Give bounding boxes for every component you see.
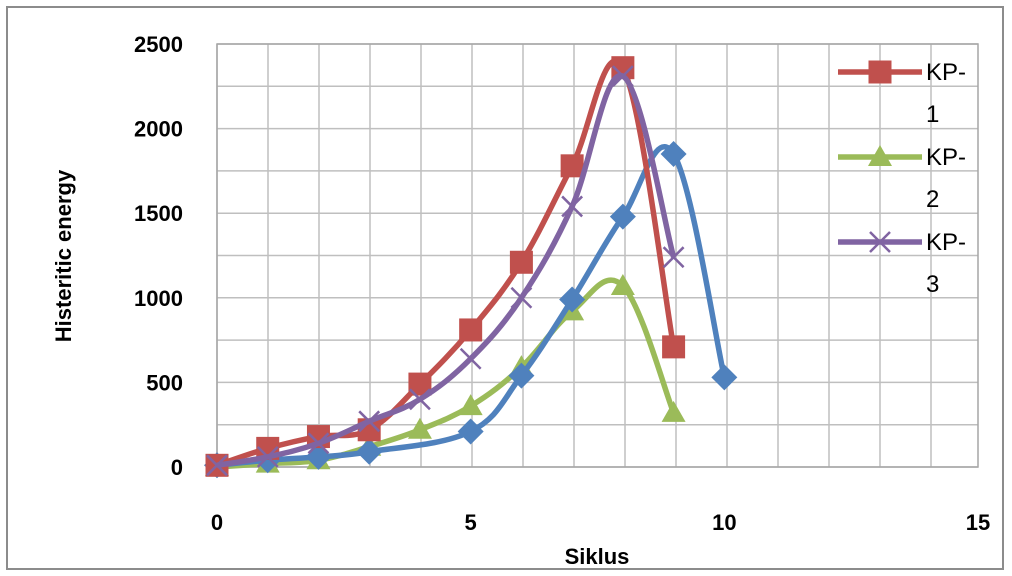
legend-label: KP- <box>926 229 966 256</box>
legend-entry: KP- 2 <box>838 144 966 213</box>
data-point <box>560 154 584 178</box>
data-point <box>206 454 228 477</box>
x-axis-title: Siklus <box>565 544 630 569</box>
legend-label-line2: 3 <box>926 271 939 298</box>
data-point <box>356 438 383 465</box>
legend-entry: KP- 1 <box>838 59 966 128</box>
y-tick-label: 2000 <box>134 117 183 142</box>
y-tick-label: 500 <box>146 370 183 395</box>
data-point <box>509 250 533 274</box>
data-point <box>358 410 381 433</box>
y-tick-label: 1500 <box>134 201 183 226</box>
data-point <box>307 432 330 455</box>
data-point <box>458 394 483 416</box>
data-point <box>711 364 738 391</box>
data-point <box>459 318 483 342</box>
y-tick-label: 2500 <box>134 32 183 57</box>
series-line <box>216 73 677 469</box>
y-axis-title: Histeritic energy <box>51 169 76 342</box>
axes: Siklus Histeritic energy 0 500 1000 1500 200… <box>51 32 990 569</box>
data-point <box>407 417 432 439</box>
data-point <box>408 372 432 396</box>
y-tick-label: 1000 <box>134 286 183 311</box>
legend-label: KP- <box>926 59 966 86</box>
x-tick-label: 5 <box>465 510 477 535</box>
legend-swatch-marker <box>869 231 891 253</box>
data-point <box>660 140 687 167</box>
data-point <box>662 335 686 359</box>
data-point <box>662 246 685 269</box>
data-point <box>609 203 636 230</box>
legend-entry: KP- 3 <box>838 229 966 298</box>
data-point <box>457 418 484 445</box>
data-point <box>561 195 584 218</box>
x-tick-label: 10 <box>712 510 736 535</box>
data-point <box>256 445 279 468</box>
series-kp-1 <box>205 56 686 477</box>
series-kp-3 <box>206 65 685 477</box>
data-point <box>610 273 635 295</box>
plot-area-border <box>216 43 979 468</box>
legend-swatch-marker <box>868 60 892 84</box>
legend-label-line2: 1 <box>926 101 939 128</box>
data-point <box>510 286 533 309</box>
series <box>204 56 738 479</box>
data-point <box>459 347 482 370</box>
data-point <box>611 65 634 88</box>
y-tick-label: 0 <box>171 455 183 480</box>
legend-label: KP- <box>926 144 966 171</box>
data-point <box>559 286 586 313</box>
legend-label-line2: 2 <box>926 186 939 213</box>
legend: KP- 1 KP- 2 KP- 3 <box>838 59 966 298</box>
x-tick-label: 15 <box>966 510 990 535</box>
legend-swatch-marker <box>868 145 892 166</box>
data-point <box>409 388 431 411</box>
x-tick-label: 0 <box>211 510 223 535</box>
data-point <box>508 362 535 389</box>
series-line <box>216 58 677 468</box>
data-point <box>661 400 686 422</box>
